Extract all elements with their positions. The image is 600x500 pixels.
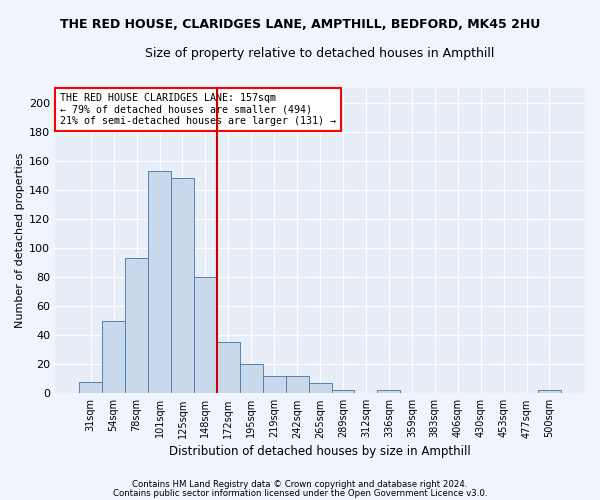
- Bar: [194, 277, 217, 394]
- Bar: [308, 383, 332, 394]
- Bar: [171, 178, 194, 394]
- Bar: [377, 390, 400, 394]
- Text: THE RED HOUSE, CLARIDGES LANE, AMPTHILL, BEDFORD, MK45 2HU: THE RED HOUSE, CLARIDGES LANE, AMPTHILL,…: [60, 18, 540, 30]
- Y-axis label: Number of detached properties: Number of detached properties: [15, 153, 25, 328]
- Bar: [79, 382, 102, 394]
- Text: THE RED HOUSE CLARIDGES LANE: 157sqm
← 79% of detached houses are smaller (494)
: THE RED HOUSE CLARIDGES LANE: 157sqm ← 7…: [61, 92, 337, 126]
- Bar: [286, 376, 308, 394]
- Bar: [538, 390, 561, 394]
- Text: Contains HM Land Registry data © Crown copyright and database right 2024.: Contains HM Land Registry data © Crown c…: [132, 480, 468, 489]
- Bar: [332, 390, 355, 394]
- Bar: [102, 320, 125, 394]
- Text: Contains public sector information licensed under the Open Government Licence v3: Contains public sector information licen…: [113, 489, 487, 498]
- Bar: [217, 342, 240, 394]
- Title: Size of property relative to detached houses in Ampthill: Size of property relative to detached ho…: [145, 48, 495, 60]
- Bar: [263, 376, 286, 394]
- Bar: [125, 258, 148, 394]
- Bar: [148, 171, 171, 394]
- X-axis label: Distribution of detached houses by size in Ampthill: Distribution of detached houses by size …: [169, 444, 471, 458]
- Bar: [240, 364, 263, 394]
